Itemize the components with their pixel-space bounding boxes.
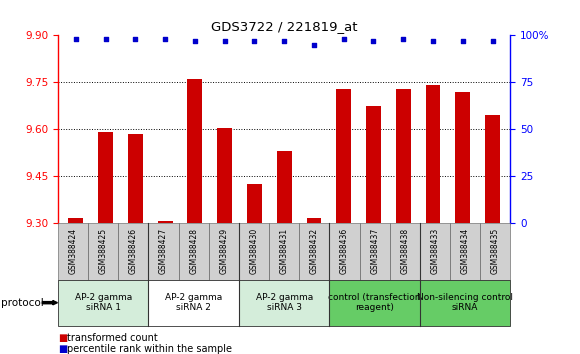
Point (309, 42, 318, 47)
Text: GSM388434: GSM388434 (461, 228, 470, 274)
Bar (396, 88, 411, 223)
Bar (158, 221, 173, 223)
Text: GSM388432: GSM388432 (310, 228, 319, 274)
Text: GSM388438: GSM388438 (400, 228, 409, 274)
Text: protocol: protocol (1, 298, 44, 308)
Bar (306, 218, 321, 223)
Point (398, 36, 408, 42)
Point (130, 36, 140, 42)
Point (280, 38, 289, 44)
Text: GSM388425: GSM388425 (99, 228, 108, 274)
Bar (128, 134, 143, 223)
Text: GSM388429: GSM388429 (219, 228, 229, 274)
Point (101, 36, 110, 42)
Text: GSM388428: GSM388428 (189, 228, 198, 274)
Text: GSM388437: GSM388437 (370, 228, 379, 274)
Text: ■: ■ (58, 333, 67, 343)
Bar (247, 184, 262, 223)
Point (458, 38, 467, 44)
Point (339, 36, 349, 42)
Text: AP-2 gamma
siRNA 1: AP-2 gamma siRNA 1 (75, 293, 132, 312)
Bar (187, 79, 202, 223)
Bar (426, 85, 440, 223)
Bar (218, 128, 232, 223)
Bar (455, 92, 470, 223)
Text: GSM388436: GSM388436 (340, 228, 349, 274)
Text: AP-2 gamma
siRNA 3: AP-2 gamma siRNA 3 (256, 293, 313, 312)
Point (161, 36, 170, 42)
Bar (68, 218, 84, 223)
Text: GSM388431: GSM388431 (280, 228, 289, 274)
Bar (485, 115, 500, 223)
Text: Non-silencing control
siRNA: Non-silencing control siRNA (417, 293, 513, 312)
Bar (98, 132, 113, 223)
Title: GDS3722 / 221819_at: GDS3722 / 221819_at (211, 20, 357, 33)
Bar (277, 151, 292, 223)
Text: percentile rank within the sample: percentile rank within the sample (67, 344, 231, 354)
Bar (366, 106, 381, 223)
Point (488, 38, 497, 44)
Text: GSM388433: GSM388433 (430, 228, 440, 274)
Point (250, 38, 259, 44)
Text: GSM388424: GSM388424 (68, 228, 78, 274)
Text: GSM388435: GSM388435 (491, 228, 500, 274)
Point (190, 38, 200, 44)
Bar (336, 88, 351, 223)
Text: transformed count: transformed count (67, 333, 157, 343)
Point (220, 38, 229, 44)
Point (369, 38, 378, 44)
Point (71, 36, 81, 42)
Text: control (transfection
reagent): control (transfection reagent) (328, 293, 421, 312)
Text: GSM388427: GSM388427 (159, 228, 168, 274)
Text: ■: ■ (58, 344, 67, 354)
Text: GSM388426: GSM388426 (129, 228, 138, 274)
Point (429, 38, 438, 44)
Text: AP-2 gamma
siRNA 2: AP-2 gamma siRNA 2 (165, 293, 222, 312)
Text: GSM388430: GSM388430 (249, 228, 259, 274)
